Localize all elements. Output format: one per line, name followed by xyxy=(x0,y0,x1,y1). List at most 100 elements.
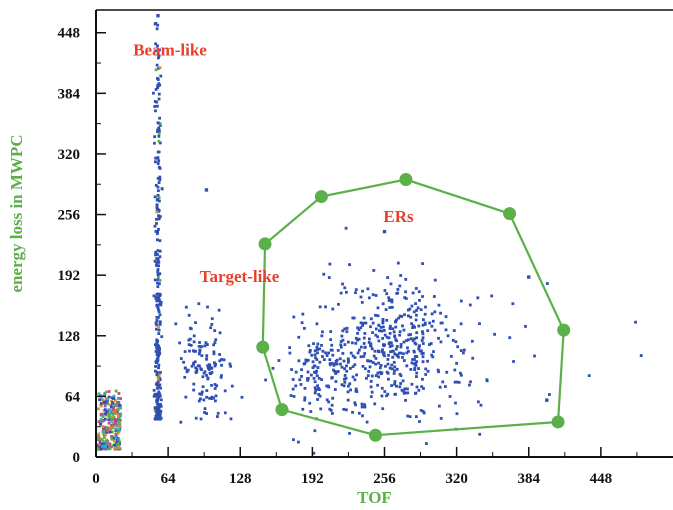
data-point xyxy=(98,443,102,447)
data-point xyxy=(210,323,214,326)
data-point xyxy=(119,414,122,418)
data-point xyxy=(408,415,412,419)
data-point xyxy=(113,422,117,426)
data-point xyxy=(402,340,406,344)
data-point xyxy=(157,227,160,231)
data-point xyxy=(330,361,334,365)
gate-vertex-1[interactable] xyxy=(314,190,328,204)
data-point xyxy=(423,321,427,325)
data-point xyxy=(117,445,121,449)
data-point xyxy=(106,429,110,433)
data-point xyxy=(303,362,307,365)
data-point xyxy=(212,343,216,347)
data-point xyxy=(433,278,437,282)
data-point xyxy=(110,423,113,427)
er-gate-polygon[interactable] xyxy=(256,173,571,442)
data-point xyxy=(336,348,340,352)
data-point xyxy=(415,331,419,335)
data-point xyxy=(359,295,363,299)
data-point xyxy=(363,332,367,335)
data-point xyxy=(194,321,197,325)
data-point xyxy=(105,442,109,445)
data-point xyxy=(359,355,363,359)
data-point xyxy=(345,364,348,368)
data-point xyxy=(341,338,345,342)
data-point xyxy=(448,395,452,398)
data-point xyxy=(312,342,315,346)
data-point xyxy=(313,386,317,390)
data-point xyxy=(634,320,637,324)
data-point xyxy=(374,327,378,331)
data-point xyxy=(432,295,436,298)
data-point xyxy=(336,370,340,373)
data-point xyxy=(154,350,158,353)
data-point xyxy=(415,355,419,358)
data-point xyxy=(417,290,421,294)
data-point xyxy=(218,359,222,363)
data-point xyxy=(214,338,218,342)
data-point xyxy=(329,338,333,342)
data-point xyxy=(156,78,160,81)
data-point xyxy=(104,412,107,416)
data-point xyxy=(117,421,121,425)
data-point xyxy=(117,392,121,395)
data-point xyxy=(428,321,432,325)
data-point xyxy=(380,394,384,398)
annotation-label: ERs xyxy=(383,207,414,226)
data-point xyxy=(414,287,418,290)
data-point xyxy=(158,378,162,382)
data-point xyxy=(194,416,198,420)
data-point xyxy=(376,371,380,375)
data-point xyxy=(156,275,160,279)
data-point xyxy=(369,344,373,348)
data-point xyxy=(197,302,201,306)
data-point xyxy=(426,369,430,373)
data-point xyxy=(344,290,348,294)
data-point xyxy=(321,349,325,353)
data-point xyxy=(156,23,160,27)
data-point xyxy=(378,366,382,370)
data-point xyxy=(115,424,119,427)
gate-vertex-7[interactable] xyxy=(275,403,289,417)
gate-vertex-6[interactable] xyxy=(368,428,382,442)
gate-vertex-0[interactable] xyxy=(258,237,272,251)
data-point xyxy=(306,378,310,382)
data-point xyxy=(340,365,344,369)
data-point xyxy=(330,403,334,407)
gate-vertex-4[interactable] xyxy=(557,323,571,337)
data-point xyxy=(103,436,106,439)
data-point xyxy=(453,380,457,384)
data-point xyxy=(157,296,161,300)
gate-vertex-2[interactable] xyxy=(399,173,413,187)
data-point xyxy=(415,360,418,364)
data-point xyxy=(369,342,373,346)
data-point xyxy=(114,402,118,406)
data-point xyxy=(155,264,158,267)
data-point xyxy=(157,363,161,367)
data-point xyxy=(402,328,406,332)
data-point xyxy=(343,374,347,377)
data-point xyxy=(109,417,113,421)
data-point xyxy=(389,350,392,354)
data-point xyxy=(351,354,355,358)
data-point xyxy=(157,415,160,419)
data-point xyxy=(493,332,496,336)
data-point xyxy=(114,427,118,431)
data-point xyxy=(158,178,162,182)
data-point xyxy=(376,314,380,318)
data-point xyxy=(421,409,425,413)
data-point xyxy=(313,429,317,433)
gate-vertex-5[interactable] xyxy=(551,415,565,429)
data-point xyxy=(378,370,382,374)
data-point xyxy=(404,398,407,402)
gate-vertex-3[interactable] xyxy=(503,207,517,221)
data-point xyxy=(398,385,402,389)
data-point xyxy=(356,351,360,355)
x-axis-title: TOF xyxy=(357,488,392,507)
gate-vertex-8[interactable] xyxy=(256,340,270,354)
data-point xyxy=(325,354,329,357)
data-point xyxy=(192,382,196,386)
data-point xyxy=(301,407,305,411)
data-point xyxy=(334,372,338,375)
x-tick-label: 384 xyxy=(518,471,541,487)
